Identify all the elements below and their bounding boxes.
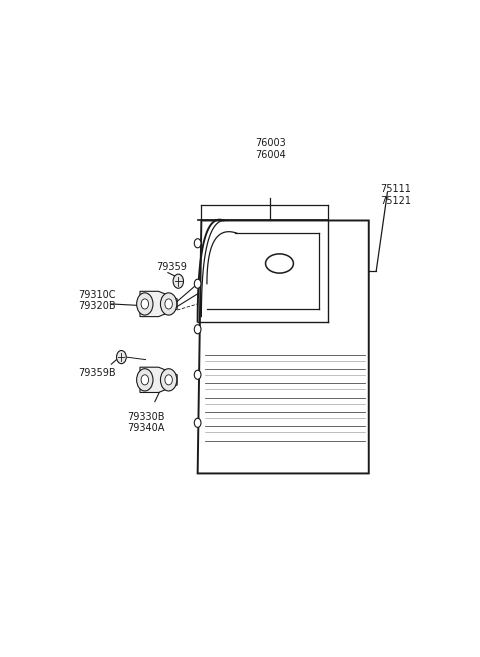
Circle shape <box>194 325 201 334</box>
Circle shape <box>194 279 201 288</box>
Circle shape <box>194 238 201 248</box>
Text: 79359: 79359 <box>156 262 187 272</box>
Circle shape <box>165 374 172 385</box>
Circle shape <box>173 274 183 288</box>
Circle shape <box>141 299 148 309</box>
Text: 79310C
79320B: 79310C 79320B <box>78 290 116 311</box>
Polygon shape <box>140 367 177 392</box>
Circle shape <box>194 371 201 379</box>
Circle shape <box>160 293 177 315</box>
Text: 76003
76004: 76003 76004 <box>255 138 286 160</box>
Polygon shape <box>140 291 177 317</box>
Circle shape <box>137 293 153 315</box>
Text: 79359B: 79359B <box>78 368 116 378</box>
Text: 79330B
79340A: 79330B 79340A <box>127 412 164 434</box>
Circle shape <box>137 369 153 391</box>
Circle shape <box>117 350 126 364</box>
Text: 75111
75121: 75111 75121 <box>380 185 411 206</box>
Circle shape <box>165 299 172 309</box>
Circle shape <box>141 374 148 385</box>
Circle shape <box>194 419 201 428</box>
Circle shape <box>160 369 177 391</box>
